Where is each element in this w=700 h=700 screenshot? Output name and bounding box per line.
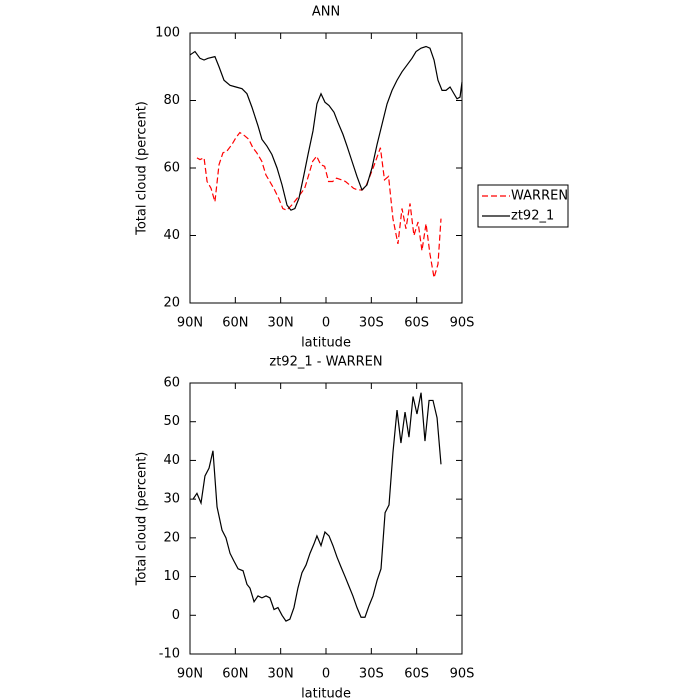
y-axis-label: Total cloud (percent) (135, 101, 150, 236)
data-line (189, 45, 463, 211)
y-tick-label: 80 (163, 93, 180, 108)
y-axis-label: Total cloud (percent) (135, 452, 150, 587)
legend-box (477, 184, 569, 228)
x-tick-label: 60S (404, 667, 429, 682)
y-tick-label: 10 (163, 569, 180, 584)
y-tick-label: 100 (155, 26, 180, 41)
data-line (196, 131, 442, 278)
y-tick-label: 0 (172, 608, 180, 623)
y-tick-label: 60 (163, 376, 180, 391)
y-tick-label: 50 (163, 414, 180, 429)
legend-label: zt92_1 (511, 209, 554, 224)
y-tick-label: 20 (163, 296, 180, 311)
chart-title: zt92_1 - WARREN (269, 355, 382, 370)
x-tick-label: 90S (450, 667, 475, 682)
x-tick-label: 90N (177, 667, 203, 682)
chart-title: ANN (312, 5, 340, 20)
legend-label: WARREN (511, 189, 568, 204)
x-tick-label: 0 (322, 316, 330, 331)
x-tick-label: 30N (268, 667, 294, 682)
plot-frame (189, 382, 463, 655)
x-tick-label: 0 (322, 667, 330, 682)
x-tick-label: 30N (268, 316, 294, 331)
x-axis-label: latitude (301, 336, 351, 351)
x-tick-label: 90S (450, 316, 475, 331)
x-tick-label: 90N (177, 316, 203, 331)
y-tick-label: 40 (163, 228, 180, 243)
x-tick-label: 30S (359, 667, 384, 682)
x-tick-label: 60S (404, 316, 429, 331)
x-axis-label: latitude (301, 687, 351, 700)
x-tick-label: 60N (222, 667, 248, 682)
x-tick-label: 60N (222, 316, 248, 331)
y-tick-label: 30 (163, 492, 180, 507)
plot-frame (189, 32, 463, 304)
x-tick-label: 30S (359, 316, 384, 331)
y-tick-label: 40 (163, 453, 180, 468)
y-tick-label: 20 (163, 530, 180, 545)
y-tick-label: -10 (159, 647, 180, 662)
y-tick-label: 60 (163, 161, 180, 176)
data-line (192, 392, 442, 622)
